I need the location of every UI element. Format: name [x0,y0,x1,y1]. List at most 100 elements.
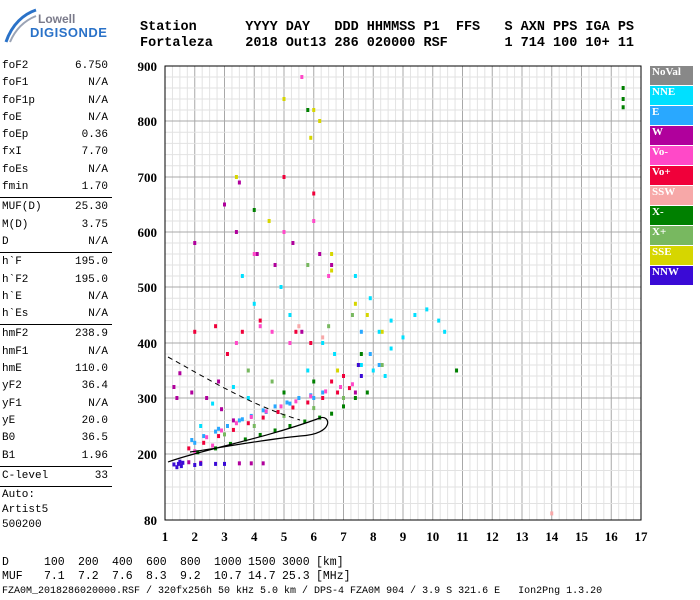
echo-point [327,274,331,278]
echo-point [172,462,176,467]
echo-point [359,352,363,356]
series-nnw [172,363,363,470]
echo-point [273,428,277,433]
echo-point [288,341,292,345]
echo-point [225,352,229,356]
echo-point [270,379,274,384]
header-label-9: PPS [553,20,578,35]
x-tick-label: 5 [281,529,288,544]
series-nne [199,274,447,428]
param-value: N/A [88,397,108,410]
echo-point [217,434,221,439]
param-label: MUF(D) [2,201,42,214]
header-label-11: PS [617,20,635,35]
echo-point [258,324,262,329]
echo-point [288,401,292,406]
echo-point [249,415,253,420]
param-label: yF1 [2,397,22,410]
echo-point [312,406,316,411]
echo-point [300,329,304,334]
echo-point [240,417,244,422]
logo-line2: DIGISONDE [30,25,108,40]
echo-point [178,459,182,464]
echo-point [193,329,197,334]
param-value: N/A [88,94,108,107]
header-value-1: 2018 [245,36,278,51]
x-tick-label: 15 [575,529,589,544]
param-value: N/A [88,290,108,303]
echo-point [267,219,271,223]
echo-point [312,108,316,112]
echo-point [383,374,387,378]
echo-point [455,368,459,373]
y-tick-label: 800 [138,114,158,129]
param-label: B0 [2,432,16,445]
logo-line1: Lowell [38,12,76,26]
param-label: fxI [2,146,22,159]
echo-point [353,390,357,395]
param-row: MUF(D) 25.30 [0,199,112,216]
param-row: h`F 195.0 [0,254,112,271]
echo-point [312,219,316,223]
echo-point [199,461,203,466]
echo-point [246,421,250,426]
autoscale-line: Auto: [2,489,36,502]
echo-point [279,404,283,409]
param-divider [0,465,112,467]
param-label: B1 [2,449,16,462]
echo-point [371,368,375,373]
param-row: h`E N/A [0,289,112,306]
echo-point [312,191,316,196]
x-tick-label: 7 [340,529,347,544]
echo-point [300,75,304,79]
param-label: hmF2 [2,328,29,341]
param-divider [0,252,112,254]
x-tick-label: 12 [486,529,499,544]
muf-row-label: MUF [2,570,23,583]
echo-point [211,401,215,406]
echo-point [217,379,221,384]
echo-point [413,313,417,317]
file-info-footer: FZA0M_2018286020000.RSF / 320fx256h 50 k… [2,586,603,597]
echo-point [288,424,292,428]
param-label: C-level [2,469,49,482]
legend-item-nne: NNE [650,86,693,105]
param-row: B0 36.5 [0,430,112,447]
param-value: 36.5 [81,432,108,445]
header-label-3: DDD [334,20,359,35]
param-row: foEp 0.36 [0,127,112,144]
echo-point [321,396,325,400]
muf-cell: 1500 [248,556,276,569]
x-tick-label: 2 [192,529,199,544]
echo-point [321,390,325,395]
muf-cell: 1000 [214,556,242,569]
param-value: 33 [94,469,108,482]
echo-point [368,352,372,356]
param-value: 7.70 [81,146,108,159]
echo-point [621,86,625,90]
header-value-3: 286 [334,36,359,51]
header-value-4: 020000 [366,36,416,51]
echo-point [368,296,372,301]
param-value: N/A [88,111,108,124]
echo-point [211,443,215,448]
echo-point [330,411,334,416]
echo-point [181,460,185,465]
echo-point [318,119,322,123]
muf-cell: 400 [112,556,133,569]
series-ssw [297,324,554,516]
muf-cell: 14.7 [248,570,276,583]
profile-curves [167,356,329,463]
muf-cell: 3000 [282,556,310,569]
echo-point [276,410,280,414]
true-height-profile [167,416,329,463]
echo-point [199,424,203,428]
x-tick-label: 11 [456,529,468,544]
echo-point [330,379,334,384]
legend-item-w: W [650,126,693,145]
x-tick-label: 1 [162,529,169,544]
param-row: hmF1 N/A [0,344,112,361]
echo-point [261,415,265,420]
echo-point [273,404,277,409]
